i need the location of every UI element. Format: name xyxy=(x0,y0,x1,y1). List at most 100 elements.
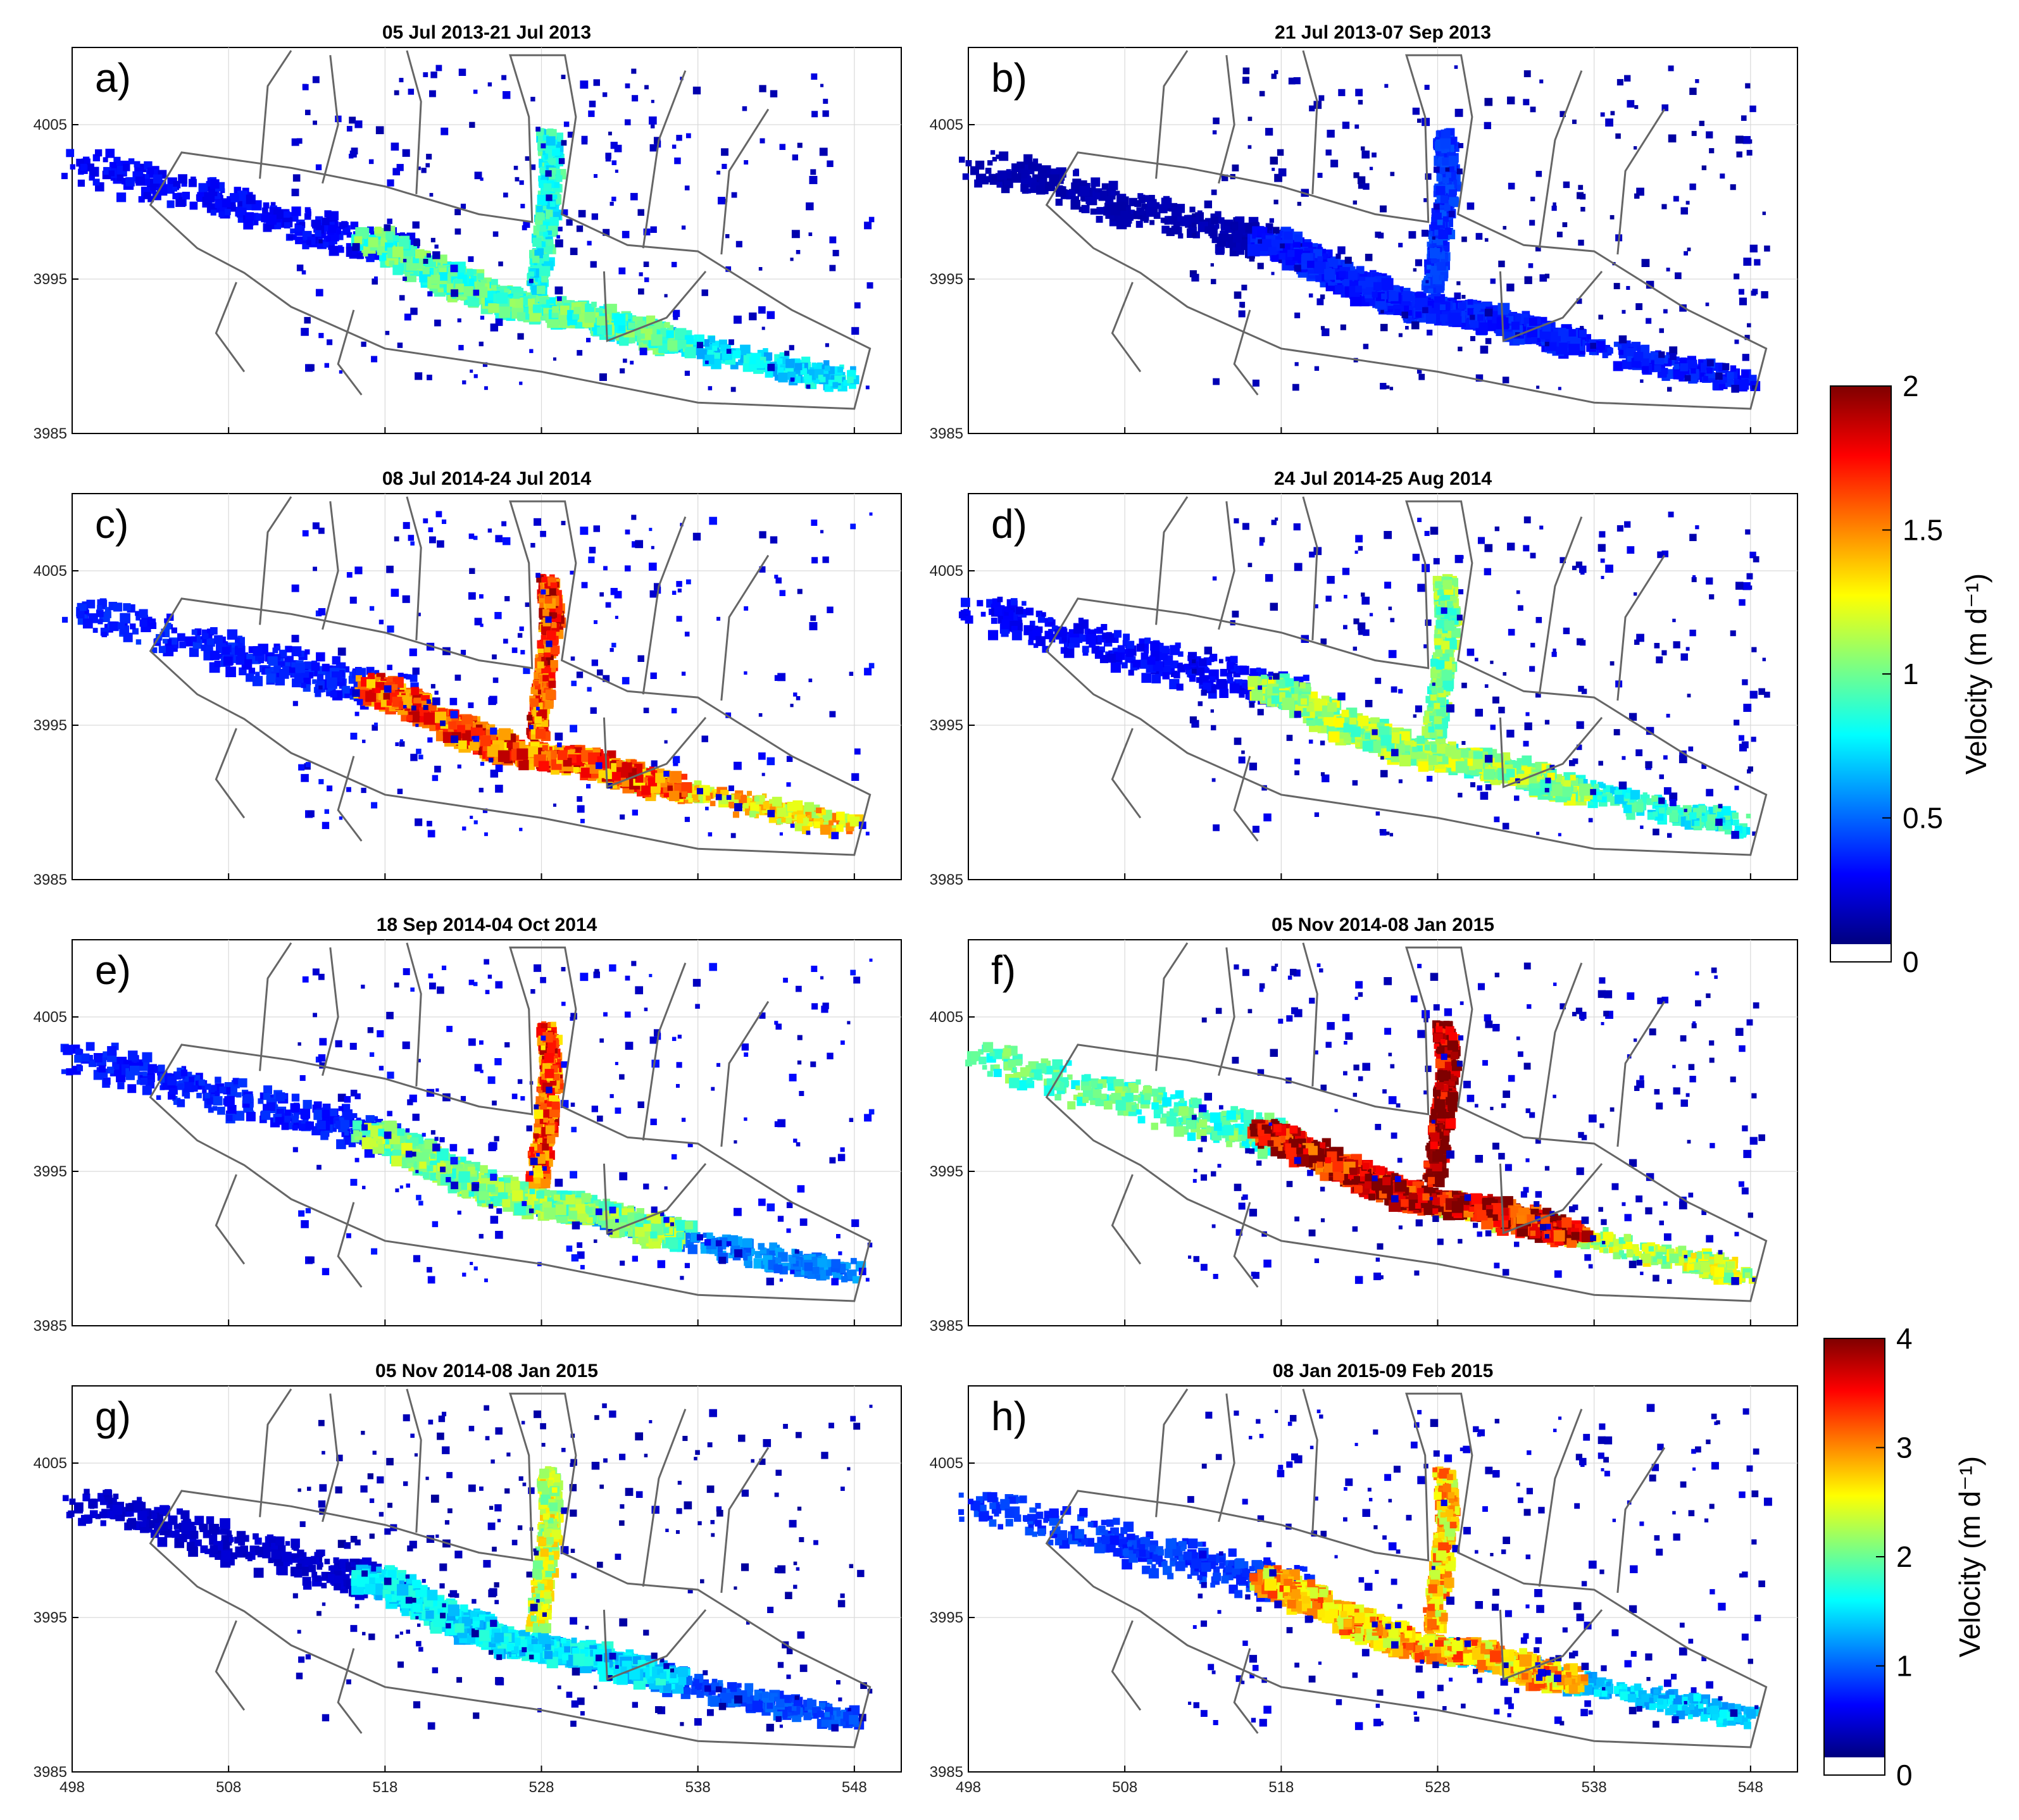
velocity-pixel xyxy=(1314,366,1320,371)
velocity-pixel xyxy=(480,315,485,320)
velocity-pixel xyxy=(1480,346,1489,354)
velocity-pixel xyxy=(1528,263,1534,268)
velocity-pixel xyxy=(327,339,333,346)
velocity-pixel xyxy=(1641,358,1649,366)
velocity-pixel xyxy=(1626,285,1630,290)
velocity-pixel xyxy=(1563,181,1570,189)
velocity-pixel xyxy=(664,321,670,328)
velocity-pixel xyxy=(338,246,344,253)
velocity-pixel xyxy=(999,151,1009,161)
velocity-pixel xyxy=(546,194,553,201)
velocity-pixel xyxy=(1136,207,1144,215)
velocity-pixel xyxy=(811,362,817,368)
velocity-pixel xyxy=(809,175,818,184)
velocity-pixel xyxy=(1680,207,1688,215)
velocity-pixel xyxy=(368,159,374,165)
velocity-pixel xyxy=(797,142,803,148)
velocity-pixel xyxy=(430,72,437,78)
velocity-pixel xyxy=(399,78,404,83)
velocity-pixel xyxy=(806,202,814,211)
velocity-pixel xyxy=(1695,79,1699,84)
velocity-pixel xyxy=(1234,291,1242,299)
velocity-pixel xyxy=(92,628,98,633)
velocity-pixel xyxy=(1353,172,1360,178)
velocity-pixel xyxy=(291,206,301,216)
velocity-pixel xyxy=(318,239,323,244)
velocity-pixel xyxy=(1242,77,1249,84)
velocity-pixel xyxy=(721,148,728,156)
velocity-pixel xyxy=(304,661,312,670)
velocity-pixel xyxy=(1627,100,1635,108)
velocity-pixel xyxy=(404,313,411,321)
velocity-pixel xyxy=(1445,167,1450,172)
velocity-pixel xyxy=(1524,276,1532,284)
velocity-pixel xyxy=(135,177,145,186)
velocity-pixel xyxy=(490,323,499,332)
velocity-pixel xyxy=(1580,206,1585,212)
velocity-pixel xyxy=(1739,297,1747,306)
velocity-pixel xyxy=(1292,383,1299,391)
velocity-pixel xyxy=(61,616,68,623)
velocity-field xyxy=(61,65,875,392)
velocity-pixel xyxy=(312,220,321,229)
velocity-pixel xyxy=(1446,172,1451,178)
velocity-pixel xyxy=(1417,118,1422,123)
velocity-pixel xyxy=(1316,298,1324,306)
velocity-pixel xyxy=(279,669,289,679)
velocity-pixel xyxy=(827,160,834,167)
velocity-pixel xyxy=(1502,377,1510,383)
velocity-pixel xyxy=(285,645,292,652)
velocity-pixel xyxy=(1213,378,1220,385)
velocity-pixel xyxy=(1211,237,1218,244)
velocity-pixel xyxy=(1661,204,1667,209)
velocity-pixel xyxy=(301,328,309,336)
velocity-pixel xyxy=(806,384,811,389)
velocity-pixel xyxy=(837,366,844,373)
velocity-pixel xyxy=(203,633,209,640)
velocity-pixel xyxy=(1293,77,1301,85)
velocity-pixel xyxy=(552,306,559,313)
velocity-pixel xyxy=(134,161,141,168)
velocity-pixel xyxy=(1618,335,1627,344)
velocity-pixel xyxy=(1435,185,1446,196)
velocity-pixel xyxy=(412,221,420,229)
velocity-pixel xyxy=(316,652,325,662)
velocity-pixel xyxy=(501,75,507,80)
velocity-pixel xyxy=(1338,89,1346,96)
velocity-pixel xyxy=(648,116,657,125)
velocity-pixel xyxy=(547,230,553,235)
velocity-pixel xyxy=(1613,341,1620,347)
velocity-pixel xyxy=(1722,363,1730,370)
velocity-pixel xyxy=(1441,129,1451,139)
velocity-pixel xyxy=(352,243,360,251)
velocity-pixel xyxy=(825,343,829,347)
velocity-pixel xyxy=(611,196,616,202)
velocity-pixel xyxy=(1456,168,1463,175)
velocity-pixel xyxy=(246,194,256,204)
velocity-pixel xyxy=(92,154,100,161)
velocity-pixel xyxy=(573,306,581,315)
velocity-pixel xyxy=(684,347,696,359)
velocity-pixel xyxy=(237,643,243,648)
velocity-pixel xyxy=(991,175,997,181)
velocity-pixel xyxy=(1394,309,1401,315)
velocity-pixel xyxy=(985,168,992,174)
velocity-pixel xyxy=(209,179,220,189)
velocity-pixel xyxy=(1252,379,1260,387)
velocity-pixel xyxy=(153,169,159,175)
velocity-pixel xyxy=(529,349,534,353)
velocity-pixel xyxy=(99,598,107,606)
velocity-pixel xyxy=(1194,276,1197,280)
velocity-pixel xyxy=(1373,282,1382,290)
velocity-pixel xyxy=(228,204,236,212)
velocity-pixel xyxy=(1449,313,1461,325)
velocity-pixel xyxy=(644,85,649,90)
velocity-pixel xyxy=(322,217,330,225)
velocity-pixel xyxy=(1731,385,1739,393)
velocity-pixel xyxy=(1247,244,1260,257)
velocity-pixel xyxy=(1433,166,1440,173)
velocity-pixel xyxy=(1720,173,1725,179)
velocity-pixel xyxy=(1401,311,1408,318)
velocity-pixel xyxy=(811,111,818,118)
